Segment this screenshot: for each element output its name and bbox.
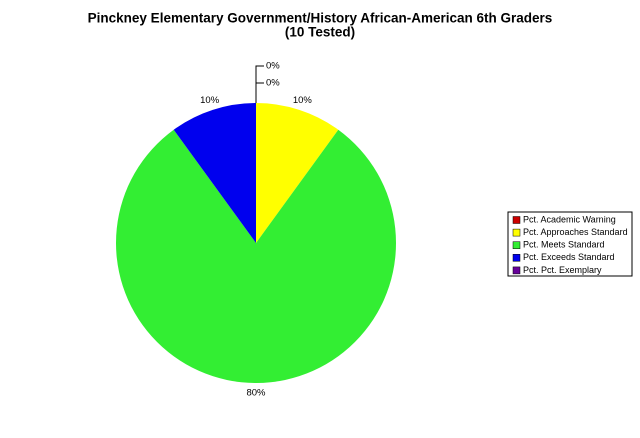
legend-swatch [512, 228, 521, 237]
legend-label: Pct. Academic Warning [523, 214, 616, 224]
chart-title: Pinckney Elementary Government/History A… [88, 11, 553, 26]
leader-line [255, 82, 264, 103]
data-label: 10% [293, 95, 313, 106]
legend-label: Pct. Approaches Standard [523, 227, 628, 237]
legend-label: Pct. Exceeds Standard [523, 252, 615, 262]
data-label: 80% [246, 388, 266, 399]
pie-slice [256, 103, 339, 243]
legend-swatch [512, 254, 521, 262]
legend-swatch [512, 266, 521, 275]
data-label: 10% [200, 95, 220, 106]
data-label: 0% [266, 61, 280, 72]
legend-box [507, 211, 633, 277]
pie-slice [116, 129, 396, 383]
chart-subtitle: (10 Tested) [285, 25, 355, 40]
legend-label: Pct. Meets Standard [523, 240, 605, 250]
leader-line [255, 65, 264, 103]
legend-swatch [512, 216, 521, 224]
legend-label: Pct. Pct. Exemplary [523, 265, 602, 275]
pie-slice [173, 103, 256, 243]
legend-swatch [512, 241, 521, 249]
data-label: 0% [266, 78, 280, 89]
